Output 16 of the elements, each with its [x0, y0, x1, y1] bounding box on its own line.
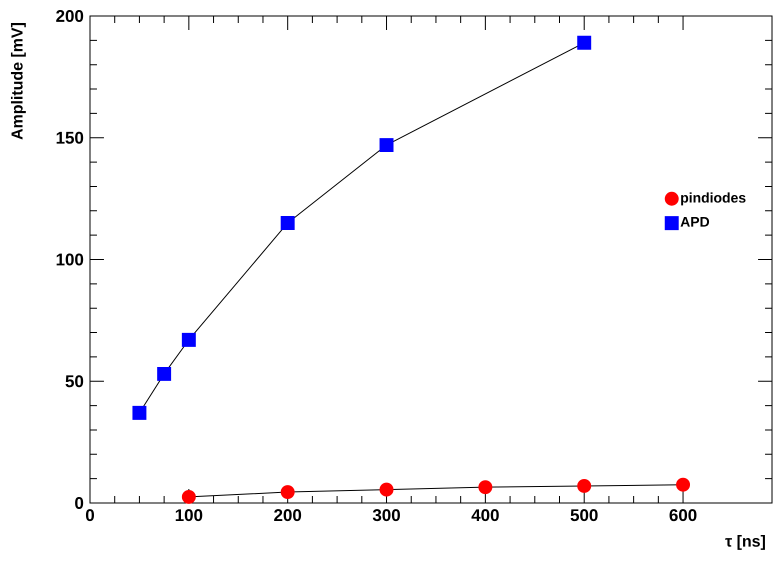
x-tick-label: 100: [176, 509, 202, 522]
y-tick-label: 200: [56, 10, 84, 22]
x-tick-label: 600: [670, 509, 696, 522]
x-tick-label: 0: [86, 509, 94, 522]
legend-label: APD: [680, 217, 710, 227]
y-tick-label: 50: [66, 375, 84, 388]
x-tick-label: 400: [471, 509, 499, 522]
y-tick-label: 150: [56, 132, 84, 144]
y-tick-label: 100: [56, 254, 84, 266]
legend-label: pindiodes: [681, 192, 746, 206]
x-tick-label: 500: [570, 509, 598, 522]
x-tick-label: 300: [372, 509, 400, 522]
y-axis-title: Amplitude [mV]: [10, 23, 26, 140]
x-axis-title: τ [ns]: [725, 535, 765, 550]
x-tick-label: 200: [274, 509, 302, 522]
y-tick-label: 0: [75, 497, 84, 510]
